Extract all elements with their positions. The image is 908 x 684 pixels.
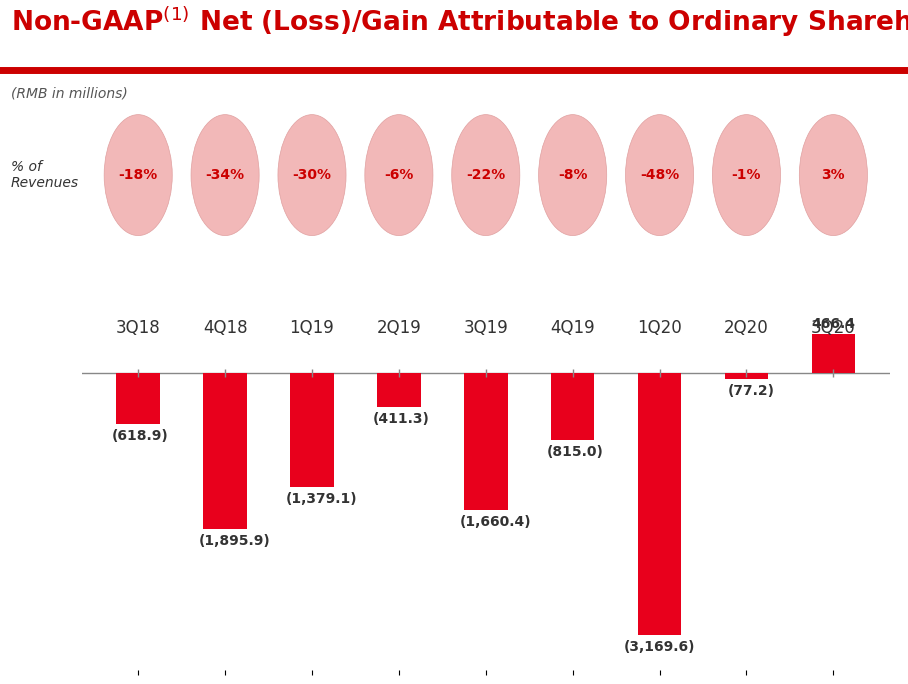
Text: -48%: -48% [640, 168, 679, 182]
Text: -8%: -8% [558, 168, 587, 182]
Text: 3Q20: 3Q20 [811, 319, 855, 337]
Ellipse shape [104, 115, 173, 235]
Text: -30%: -30% [292, 168, 331, 182]
Bar [116, 373, 160, 423]
Text: (1,379.1): (1,379.1) [286, 492, 358, 505]
Text: % of
Revenues: % of Revenues [11, 160, 79, 190]
Ellipse shape [626, 115, 694, 235]
Text: 3Q19: 3Q19 [463, 319, 508, 337]
Bar [551, 373, 595, 440]
Text: 4Q19: 4Q19 [550, 319, 595, 337]
Text: 3%: 3% [822, 168, 845, 182]
Ellipse shape [799, 115, 867, 235]
Ellipse shape [713, 115, 781, 235]
Bar [291, 373, 334, 486]
Ellipse shape [452, 115, 520, 235]
Text: (618.9): (618.9) [112, 429, 169, 443]
Text: 2Q19: 2Q19 [377, 319, 421, 337]
Text: 2Q20: 2Q20 [724, 319, 769, 337]
Text: -34%: -34% [205, 168, 244, 182]
Text: -22%: -22% [466, 168, 506, 182]
Text: Non-GAAP$^{(1)}$ Net (Loss)/Gain Attributable to Ordinary Shareholders: Non-GAAP$^{(1)}$ Net (Loss)/Gain Attribu… [11, 4, 908, 38]
Bar [725, 373, 768, 379]
Text: 466.4: 466.4 [812, 317, 855, 331]
Text: (3,169.6): (3,169.6) [624, 640, 696, 654]
Ellipse shape [365, 115, 433, 235]
Text: 1Q19: 1Q19 [290, 319, 334, 337]
Bar [812, 334, 855, 373]
Text: -6%: -6% [384, 168, 413, 182]
Ellipse shape [538, 115, 607, 235]
Ellipse shape [278, 115, 346, 235]
Bar [203, 373, 247, 529]
Text: 1Q20: 1Q20 [637, 319, 682, 337]
Bar [377, 373, 420, 406]
Text: (1,895.9): (1,895.9) [199, 534, 271, 549]
Bar [637, 373, 681, 635]
Text: (815.0): (815.0) [547, 445, 604, 459]
Text: 3Q18: 3Q18 [116, 319, 161, 337]
Text: (RMB in millions): (RMB in millions) [11, 87, 128, 101]
Bar [464, 373, 508, 510]
Text: -1%: -1% [732, 168, 761, 182]
Ellipse shape [191, 115, 259, 235]
Text: (1,660.4): (1,660.4) [459, 515, 531, 529]
Text: (411.3): (411.3) [373, 412, 429, 425]
Text: -18%: -18% [119, 168, 158, 182]
Text: 4Q18: 4Q18 [202, 319, 247, 337]
Text: (77.2): (77.2) [727, 384, 775, 398]
